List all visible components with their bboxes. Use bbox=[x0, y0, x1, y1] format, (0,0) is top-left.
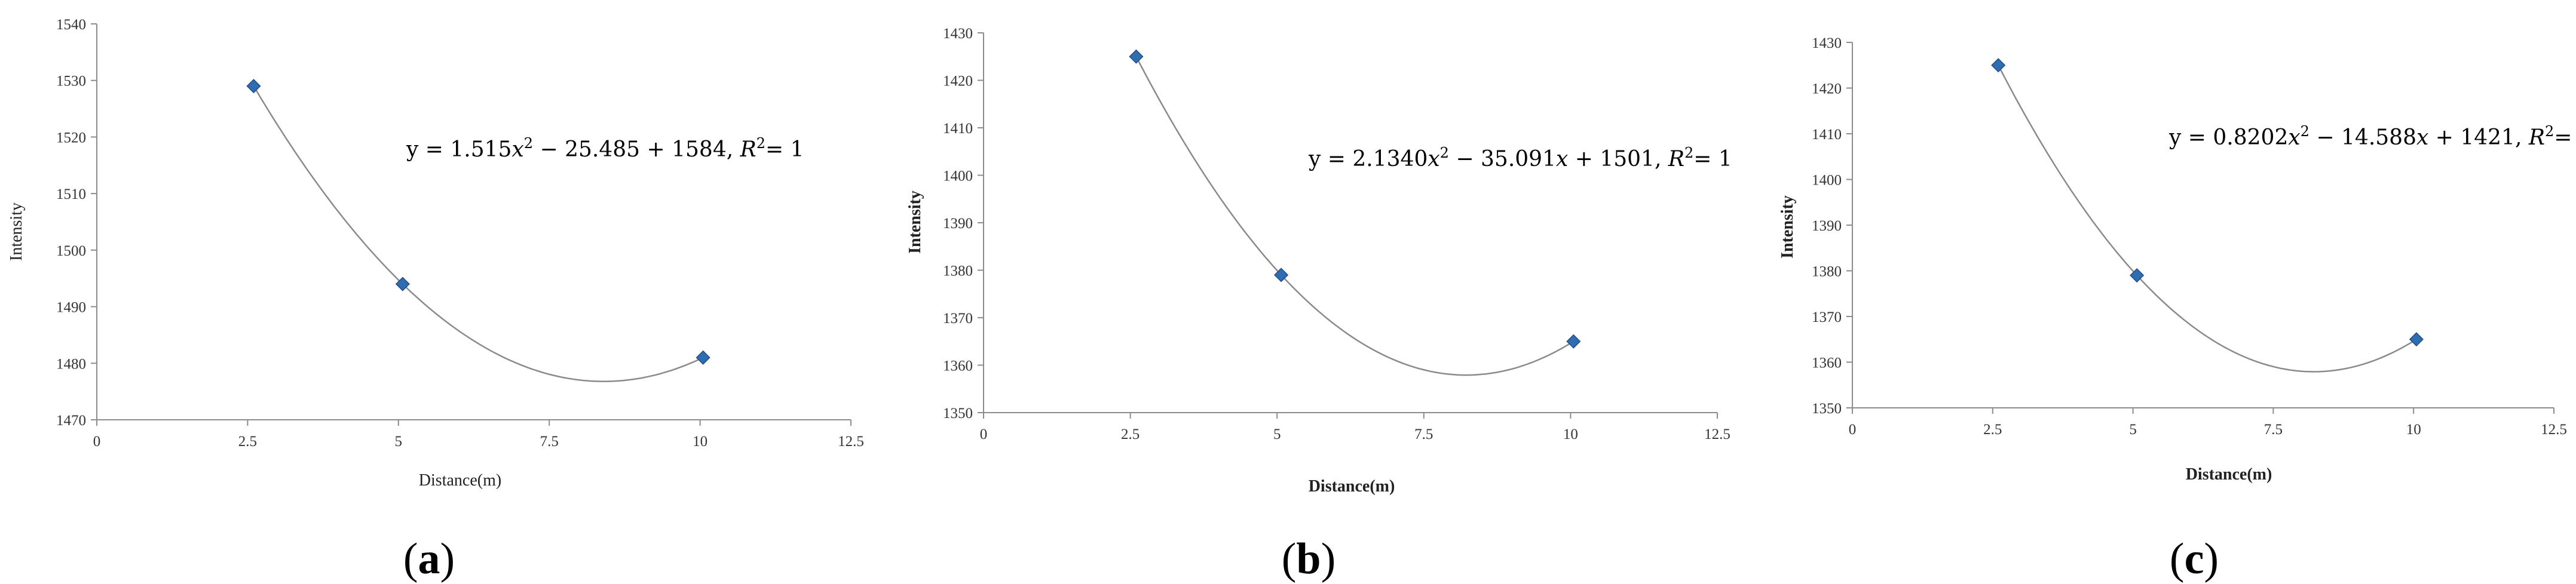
panel-b-y-tick-label: 1430 bbox=[943, 26, 973, 42]
panel-b-x-axis-title: Distance(m) bbox=[1309, 477, 1395, 496]
panel-a-x-axis-title: Distance(m) bbox=[419, 471, 501, 490]
panel-c-letter: c bbox=[2185, 534, 2204, 583]
panel-c-label: (c) bbox=[2170, 534, 2219, 583]
panel-b-x-tick-label: 5 bbox=[1273, 426, 1281, 442]
panel-b-x-tick-label: 2.5 bbox=[1121, 426, 1140, 442]
panel-c-y-tick-label: 1370 bbox=[1812, 309, 1842, 325]
panel-c: Intensity Distance(m) y = 0.8202x2 − 14.… bbox=[1778, 35, 2576, 583]
panel-a-x-tick-label: 10 bbox=[693, 434, 707, 450]
panel-c-x-axis-title: Distance(m) bbox=[2186, 465, 2272, 484]
panel-a-x-tick-label: 2.5 bbox=[238, 434, 257, 450]
panel-c-x-tick-label: 12.5 bbox=[2541, 422, 2567, 438]
panel-a-data-point bbox=[395, 276, 410, 291]
panel-b-letter: b bbox=[1296, 534, 1321, 583]
panel-a-y-tick-label: 1490 bbox=[56, 300, 86, 316]
panel-c-x-tick-label: 5 bbox=[2129, 422, 2137, 438]
panel-a-plot: 1470 1480 1490 1500 1510 1520 1530 1540 0 2.5 5 7.5… bbox=[56, 17, 864, 450]
panel-b-label: (b) bbox=[1282, 534, 1336, 583]
panel-c-y-tick-label: 1400 bbox=[1812, 173, 1842, 189]
panel-b-y-axis-title: Intensity bbox=[906, 190, 924, 254]
panel-b-equation: y = 2.1340x2 − 35.091x + 1501, R2= 1 bbox=[1308, 145, 1732, 171]
panel-b-data-point bbox=[1129, 49, 1144, 64]
panel-a-x-tick-label: 12.5 bbox=[838, 434, 864, 450]
panel-b-x-tick-label: 7.5 bbox=[1414, 426, 1433, 442]
panel-a-y-tick-label: 1540 bbox=[56, 17, 86, 33]
panel-c-y-axis-title: Intensity bbox=[1778, 195, 1797, 259]
panel-c-y-tick-label: 1350 bbox=[1812, 401, 1842, 417]
panel-c-y-tick-label: 1430 bbox=[1812, 35, 1842, 51]
panel-b-x-tick-label: 0 bbox=[980, 426, 988, 442]
panel-c-x-tick-label: 10 bbox=[2406, 422, 2421, 438]
panel-b-y-tick-label: 1420 bbox=[943, 73, 973, 90]
panel-c-y-tick-label: 1420 bbox=[1812, 81, 1842, 97]
panel-b-y-tick-label: 1380 bbox=[943, 263, 973, 279]
panel-a-x-tick-label: 0 bbox=[93, 434, 101, 450]
panel-a-data-point bbox=[696, 350, 710, 365]
panel-c-x-tick-label: 7.5 bbox=[2264, 422, 2283, 438]
panel-a-y-tick-label: 1520 bbox=[56, 130, 86, 146]
panel-b: Intensity Distance(m) y = 2.1340x2 − 35.… bbox=[906, 26, 1732, 583]
panel-a-label: (a) bbox=[403, 534, 455, 583]
panel-c-equation: y = 0.8202x2 − 14.588x + 1421, R2= 1 bbox=[2168, 123, 2576, 150]
panel-b-y-tick-label: 1370 bbox=[943, 311, 973, 327]
panel-b-data-point bbox=[1566, 334, 1581, 349]
panel-b-y-tick-label: 1350 bbox=[943, 405, 973, 422]
panel-b-y-tick-label: 1360 bbox=[943, 358, 973, 374]
panel-a-letter: a bbox=[418, 534, 440, 583]
panel-a-y-tick-label: 1470 bbox=[56, 413, 86, 429]
panel-c-x-tick-label: 0 bbox=[1849, 422, 1857, 438]
panel-c-data-point bbox=[1991, 58, 2006, 73]
panel-b-data-point bbox=[1274, 268, 1289, 282]
panel-b-x-tick-label: 10 bbox=[1563, 426, 1578, 442]
panel-b-y-tick-label: 1400 bbox=[943, 168, 973, 185]
panel-c-y-tick-label: 1410 bbox=[1812, 127, 1842, 143]
panel-a: Intensity Distance(m) y = 1.515x2 − 25.4… bbox=[7, 17, 864, 583]
panel-b-trendline bbox=[1135, 56, 1574, 376]
panel-a-y-tick-label: 1510 bbox=[56, 186, 86, 202]
panel-b-plot: 1350 1360 1370 1380 1390 1400 1410 1420 1430 0 2.5… bbox=[943, 26, 1730, 442]
panel-a-y-tick-label: 1500 bbox=[56, 243, 86, 259]
panel-b-y-tick-label: 1410 bbox=[943, 121, 973, 137]
panel-a-data-point bbox=[246, 79, 261, 94]
panel-c-data-point bbox=[2130, 268, 2145, 283]
panel-c-x-tick-label: 2.5 bbox=[1983, 422, 2002, 438]
panel-c-y-tick-label: 1380 bbox=[1812, 264, 1842, 280]
panel-c-plot: 1350 1360 1370 1380 1390 1400 1410 1420 1430 0 2.5… bbox=[1812, 35, 2567, 438]
panel-c-y-tick-label: 1360 bbox=[1812, 355, 1842, 371]
panel-b-y-tick-label: 1390 bbox=[943, 216, 973, 232]
panel-a-y-tick-label: 1530 bbox=[56, 73, 86, 90]
panel-b-x-tick-label: 12.5 bbox=[1704, 426, 1730, 442]
panel-c-y-tick-label: 1390 bbox=[1812, 218, 1842, 234]
panel-a-y-tick-label: 1480 bbox=[56, 356, 86, 372]
panel-a-y-axis-title: Intensity bbox=[7, 202, 26, 261]
panel-a-trendline bbox=[253, 85, 704, 383]
panel-a-equation: y = 1.515x2 − 25.485 + 1584, R2= 1 bbox=[406, 135, 804, 162]
panel-c-trendline bbox=[1998, 64, 2417, 373]
panel-a-x-tick-label: 5 bbox=[395, 434, 403, 450]
panel-c-data-point bbox=[2409, 332, 2424, 347]
panel-a-x-tick-label: 7.5 bbox=[540, 434, 559, 450]
